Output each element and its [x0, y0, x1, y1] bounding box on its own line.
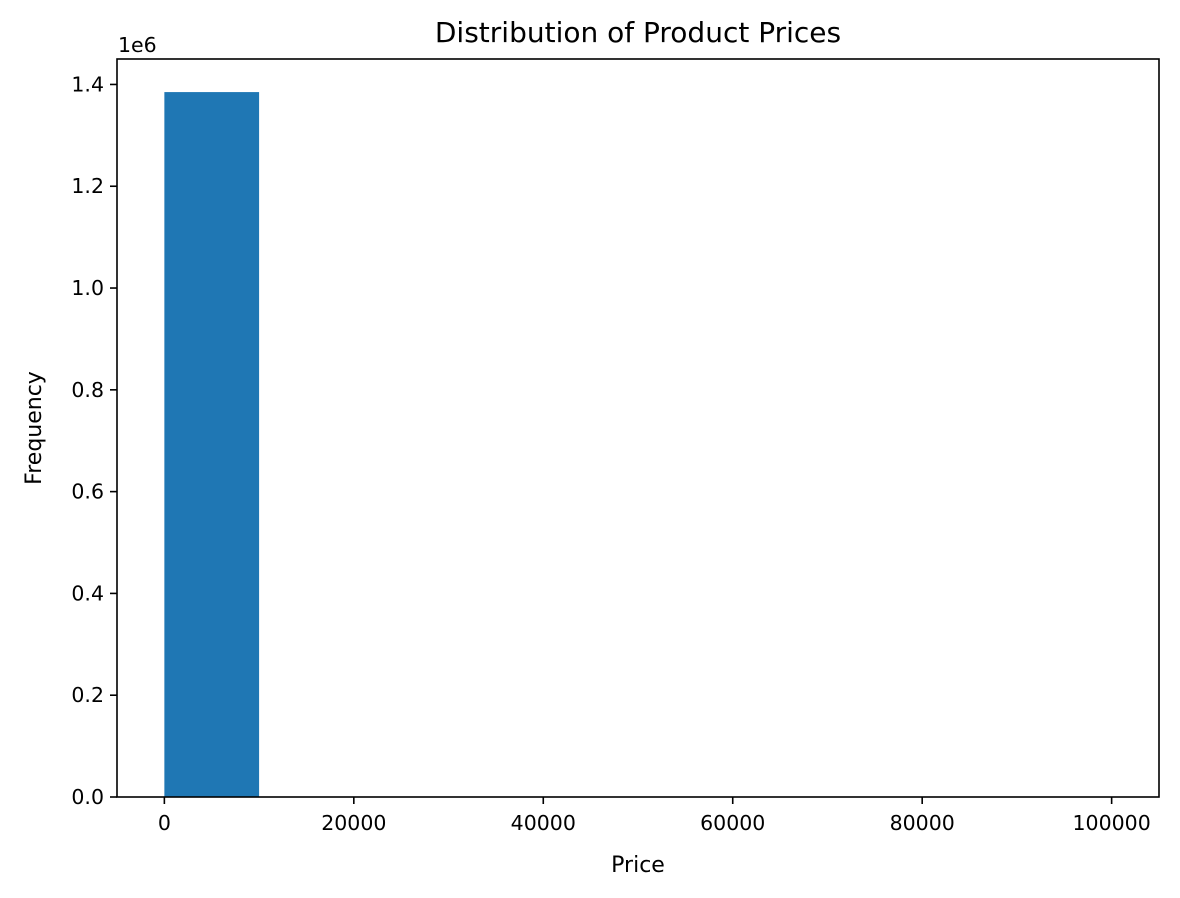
x-axis-label: Price	[611, 853, 665, 878]
y-tick-label: 1.0	[71, 276, 104, 300]
y-tick-label: 0.0	[71, 785, 104, 809]
y-tick-label: 0.4	[71, 581, 104, 605]
x-tick-label: 20000	[321, 811, 386, 835]
x-tick-label: 80000	[890, 811, 955, 835]
y-axis-label: Frequency	[22, 371, 47, 485]
x-tick-label: 40000	[511, 811, 576, 835]
y-offset-label: 1e6	[118, 33, 157, 57]
y-tick-label: 0.6	[71, 480, 104, 504]
y-tick-label: 0.8	[71, 378, 104, 402]
x-tick-label: 100000	[1073, 811, 1151, 835]
y-tick-label: 1.4	[71, 72, 104, 96]
x-tick-label: 0	[158, 811, 171, 835]
plot-frame	[116, 58, 1160, 798]
bars-group	[164, 92, 260, 797]
histogram-bar-0	[164, 92, 260, 797]
x-tick-label: 60000	[700, 811, 765, 835]
x-ticks-group: 0 20000 40000 60000 80000 100000	[158, 797, 1151, 835]
y-tick-label: 1.2	[71, 174, 104, 198]
y-ticks-group: 0.0 0.2 0.4 0.6 0.8 1.0 1.2 1.4	[71, 72, 117, 809]
y-tick-label: 0.2	[71, 683, 104, 707]
chart-title: Distribution of Product Prices	[435, 16, 841, 49]
